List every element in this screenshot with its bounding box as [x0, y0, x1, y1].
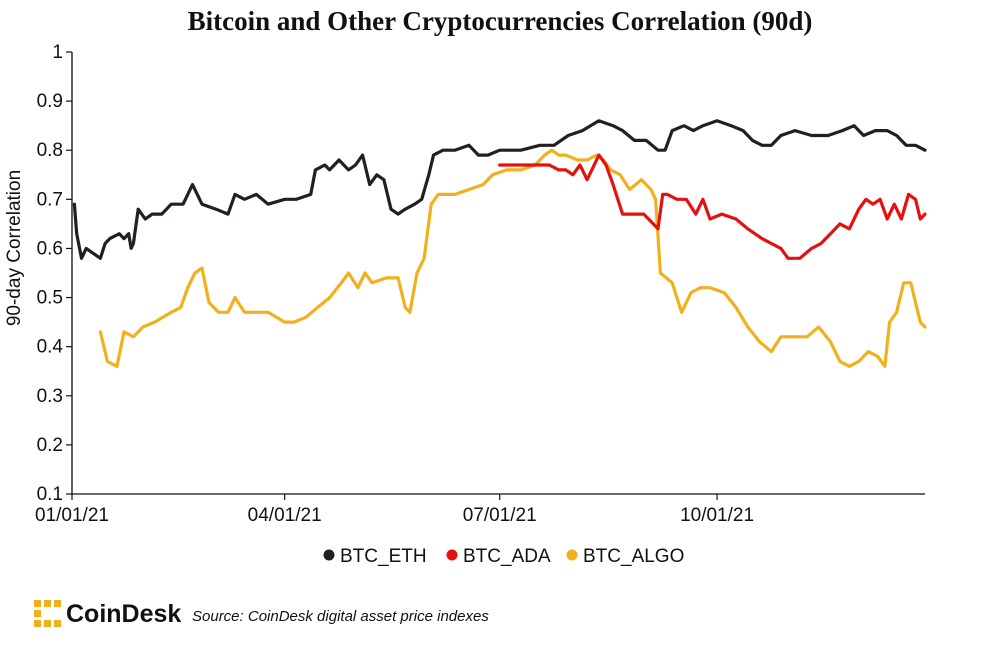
- y-tick-label: 0.7: [37, 189, 63, 210]
- coindesk-logo-icon: [34, 600, 61, 627]
- legend-marker-btc-eth: [323, 549, 335, 561]
- legend-marker-btc-algo: [566, 549, 578, 561]
- x-tick-label: 01/01/21: [35, 505, 109, 526]
- logo-square: [54, 600, 61, 607]
- x-tick-label: 04/01/21: [248, 505, 322, 526]
- y-tick-label: 1: [52, 42, 63, 63]
- y-tick-label: 0.5: [37, 288, 63, 309]
- series-layer: [72, 119, 927, 368]
- legend-label: BTC_ETH: [340, 546, 427, 567]
- y-tick-label: 0.1: [37, 484, 63, 505]
- logo-square: [44, 600, 51, 607]
- y-tick-label: 0.9: [37, 91, 63, 112]
- y-axis: 0.1 0.2 0.3 0.4 0.5 0.6 0.7 0.8 0.9 1: [37, 42, 73, 505]
- source-note: Source: CoinDesk digital asset price ind…: [192, 608, 489, 625]
- y-tick-label: 0.4: [37, 337, 64, 358]
- y-tick-label: 0.6: [37, 238, 63, 259]
- y-tick-label: 0.2: [37, 435, 63, 456]
- chart-title: Bitcoin and Other Cryptocurrencies Corre…: [188, 6, 813, 36]
- legend: BTC_ETH BTC_ADA BTC_ALGO: [323, 546, 684, 567]
- footer: CoinDesk Source: CoinDesk digital asset …: [34, 600, 489, 628]
- x-tick-label: 10/01/21: [680, 505, 754, 526]
- logo-square: [44, 620, 51, 627]
- logo-square: [34, 610, 41, 617]
- y-tick-label: 0.8: [37, 140, 63, 161]
- brand-name: CoinDesk: [66, 600, 181, 628]
- series-line-btc-ada: [498, 153, 927, 260]
- series-line-btc-eth: [72, 119, 927, 260]
- logo-square: [34, 620, 41, 627]
- x-axis: 01/01/21 04/01/21 07/01/21 10/01/21: [35, 493, 925, 526]
- x-tick-label: 07/01/21: [463, 505, 537, 526]
- y-axis-title: 90-day Correlation: [4, 170, 25, 326]
- logo-square: [54, 620, 61, 627]
- logo-square: [34, 600, 41, 607]
- legend-marker-btc-ada: [446, 549, 458, 561]
- legend-label: BTC_ALGO: [583, 546, 684, 567]
- y-tick-label: 0.3: [37, 386, 63, 407]
- legend-label: BTC_ADA: [463, 546, 551, 567]
